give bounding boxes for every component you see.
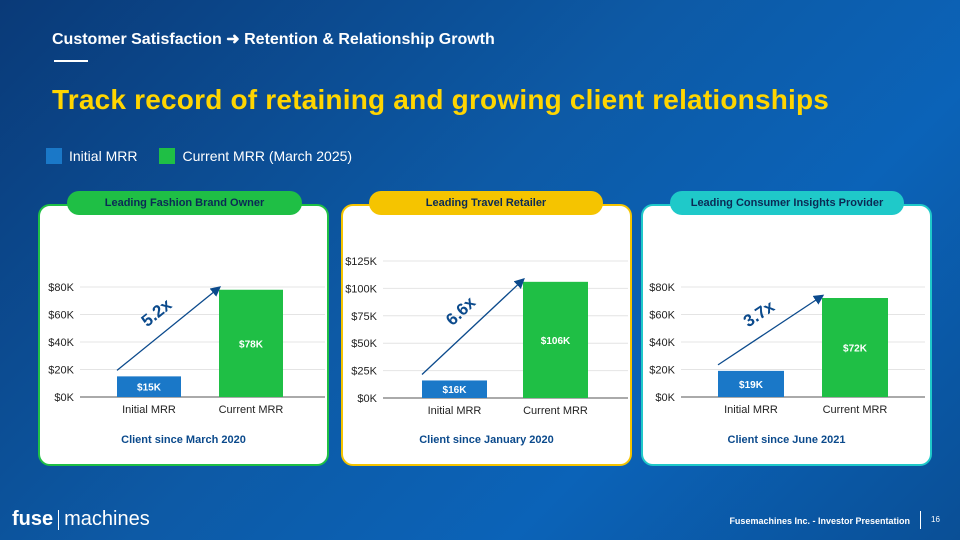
ytick-fashion-1: $20K — [48, 365, 74, 377]
growth-arrow-insights — [717, 294, 825, 366]
legend-label-initial: Initial MRR — [69, 148, 138, 164]
panel-title-fashion: Leading Fashion Brand Owner — [67, 191, 302, 215]
ytick-fashion-0: $0K — [54, 392, 74, 404]
ytick-insights-3: $60K — [649, 310, 675, 322]
category-label-travel-initial: Initial MRR — [428, 405, 482, 417]
legend-item-current: Current MRR (March 2025) — [159, 148, 352, 164]
slide-subtitle: Customer Satisfaction ➜ Retention & Rela… — [52, 31, 495, 48]
category-label-travel-current: Current MRR — [523, 405, 588, 417]
ytick-travel-4: $100K — [345, 283, 377, 295]
client-since-insights: Client since June 2021 — [727, 434, 846, 446]
category-label-insights-current: Current MRR — [823, 404, 888, 416]
legend: Initial MRR Current MRR (March 2025) — [46, 148, 374, 164]
page-number: 16 — [931, 515, 940, 524]
client-since-fashion: Client since March 2020 — [121, 434, 246, 446]
ytick-fashion-4: $80K — [48, 282, 74, 294]
bar-label-fashion-initial: $15K — [137, 383, 162, 394]
footer-text: Fusemachines Inc. - Investor Presentatio… — [729, 516, 910, 526]
subtitle-underline — [54, 60, 88, 62]
panel-title-insights: Leading Consumer Insights Provider — [670, 191, 904, 215]
bar-label-fashion-current: $78K — [239, 339, 264, 350]
footer-divider — [920, 511, 921, 529]
bar-travel-current — [523, 281, 588, 398]
growth-multiplier-insights: 3.7x — [740, 296, 779, 330]
growth-arrow-fashion — [116, 286, 222, 371]
ytick-travel-1: $25K — [351, 366, 377, 378]
legend-swatch-current — [159, 148, 176, 164]
bar-travel-initial — [422, 380, 487, 398]
client-since-travel: Client since January 2020 — [419, 434, 554, 446]
legend-item-initial: Initial MRR — [46, 148, 137, 164]
ytick-insights-2: $40K — [649, 337, 675, 349]
ytick-insights-4: $80K — [649, 282, 675, 294]
bar-label-travel-initial: $16K — [443, 385, 468, 396]
bar-label-insights-current: $72K — [843, 344, 868, 355]
ytick-fashion-2: $40K — [48, 337, 74, 349]
bar-fashion-current — [219, 289, 283, 397]
ytick-travel-3: $75K — [351, 311, 377, 323]
growth-arrow-travel — [421, 278, 525, 375]
category-label-insights-initial: Initial MRR — [724, 404, 778, 416]
ytick-travel-0: $0K — [357, 393, 377, 405]
legend-swatch-initial — [46, 148, 62, 164]
ytick-insights-1: $20K — [649, 365, 675, 377]
bar-label-travel-current: $106K — [541, 336, 571, 347]
ytick-travel-5: $125K — [345, 256, 377, 268]
logo-bold: fuse — [12, 508, 54, 530]
bar-fashion-initial — [117, 376, 181, 397]
ytick-fashion-3: $60K — [48, 310, 74, 322]
ytick-insights-0: $0K — [655, 392, 675, 404]
company-logo: fuse machines — [12, 508, 150, 531]
legend-label-current: Current MRR (March 2025) — [182, 148, 353, 164]
bar-insights-current — [822, 298, 888, 397]
slide-headline: Track record of retaining and growing cl… — [52, 84, 830, 115]
bar-label-insights-initial: $19K — [739, 380, 764, 391]
category-label-fashion-current: Current MRR — [219, 404, 284, 416]
bar-insights-initial — [718, 370, 784, 397]
logo-light: machines — [64, 508, 150, 530]
ytick-travel-2: $50K — [351, 338, 377, 350]
growth-multiplier-travel: 6.6x — [442, 293, 480, 330]
growth-multiplier-fashion: 5.2x — [138, 295, 176, 331]
category-label-fashion-initial: Initial MRR — [122, 404, 176, 416]
logo-separator — [58, 509, 60, 530]
panel-title-travel: Leading Travel Retailer — [369, 191, 603, 215]
